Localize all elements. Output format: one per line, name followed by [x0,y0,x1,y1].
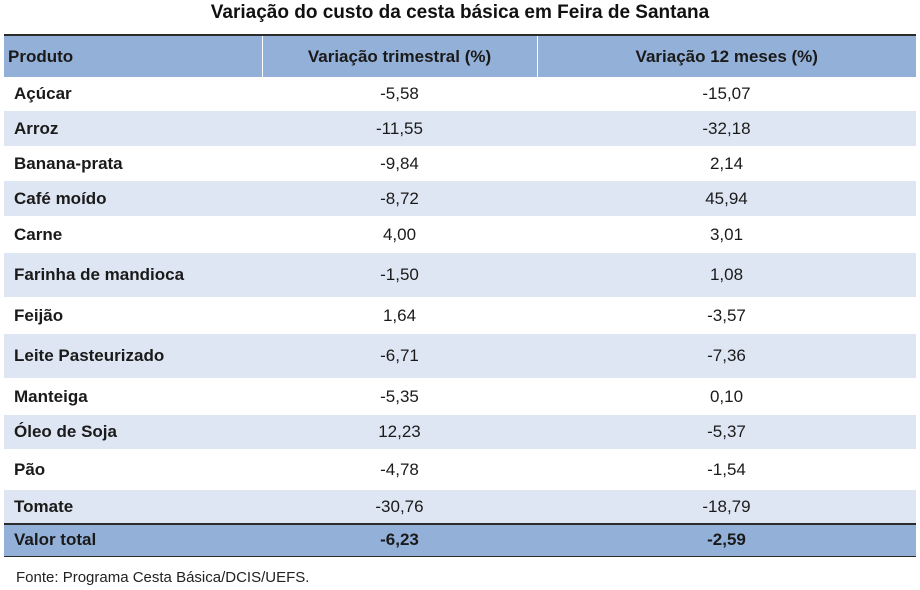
cell-produto: Banana-prata [14,153,123,173]
cell-produto: Leite Pasteurizado [14,346,165,365]
table-footer: Valor total -6,23 -2,59 [4,523,916,557]
cell-produto: Pão [14,459,46,479]
table-row: Farinha de mandioca -1,50 1,08 [4,253,916,297]
column-header-trimestral: Variação trimestral (%) [261,34,537,77]
total-trimestral: -6,23 [262,523,537,557]
cell-trimestral: -6,71 [380,346,419,365]
table-row: Açúcar -5,58 -15,07 [4,77,916,111]
table-title: Variação do custo da cesta básica em Fei… [210,2,710,23]
table-row: Carne 4,00 3,01 [4,216,916,253]
cell-doze-meses: -15,07 [702,84,751,103]
cell-doze-meses: 2,14 [709,153,744,173]
table-row: Pão -4,78 -1,54 [4,449,916,490]
cell-produto: Feijão [14,305,64,325]
total-label: Valor total [4,523,262,557]
table-row: Arroz -11,55 -32,18 [4,111,916,146]
cell-trimestral: -30,76 [375,496,424,516]
cell-produto: Arroz [14,118,59,138]
total-doze-meses: -2,59 [537,523,916,557]
column-header-doze-meses: Variação 12 meses (%) [536,34,916,77]
cell-trimestral: 4,00 [382,224,417,244]
cell-produto: Óleo de Soja [14,422,117,441]
cell-doze-meses: -18,79 [702,496,751,516]
table-row: Leite Pasteurizado -6,71 -7,36 [4,334,916,378]
cell-trimestral: -11,55 [376,118,423,138]
price-variation-table: Produto Variação trimestral (%) Variação… [4,34,916,557]
header-row: Produto Variação trimestral (%) Variação… [4,34,916,77]
cell-trimestral: -1,50 [380,265,419,284]
source-note: Fonte: Programa Cesta Básica/DCIS/UEFS. [16,569,310,586]
cell-trimestral: 1,64 [382,305,417,325]
total-row: Valor total -6,23 -2,59 [4,523,916,557]
cell-produto: Carne [14,224,63,244]
cell-trimestral: 12,23 [378,422,421,441]
cell-trimestral: -5,35 [380,386,419,406]
table-row: Feijão 1,64 -3,57 [4,297,916,334]
table-row: Café moído -8,72 45,94 [4,181,916,216]
cell-doze-meses: 0,10 [709,386,744,406]
cell-doze-meses: -1,54 [707,459,746,479]
cell-produto: Farinha de mandioca [14,265,185,284]
cell-produto: Açúcar [14,84,72,103]
cell-produto: Café moído [14,188,107,208]
cell-doze-meses: 3,01 [709,224,744,244]
cell-doze-meses: -3,57 [707,305,746,325]
table-row: Manteiga -5,35 0,10 [4,378,916,415]
table-header: Produto Variação trimestral (%) Variação… [4,34,916,77]
table-row: Banana-prata -9,84 2,14 [4,146,916,181]
table-row: Óleo de Soja 12,23 -5,37 [4,415,916,449]
column-header-produto: Produto [4,34,262,77]
cell-produto: Manteiga [14,386,88,406]
cell-doze-meses: -32,18 [702,118,751,138]
table-body: Açúcar -5,58 -15,07 Arroz -11,55 -32,18 Banana… [4,77,916,524]
cell-produto: Tomate [14,496,74,516]
cell-doze-meses: -7,36 [707,346,746,365]
cell-trimestral: -4,78 [380,459,419,479]
cell-trimestral: -5,58 [380,84,419,103]
cell-doze-meses: 1,08 [709,265,744,284]
cell-trimestral: -9,84 [380,153,419,173]
cell-trimestral: -8,72 [380,188,419,208]
table-row: Tomate -30,76 -18,79 [4,490,916,524]
cell-doze-meses: -5,37 [707,422,746,441]
cell-doze-meses: 45,94 [705,188,748,208]
